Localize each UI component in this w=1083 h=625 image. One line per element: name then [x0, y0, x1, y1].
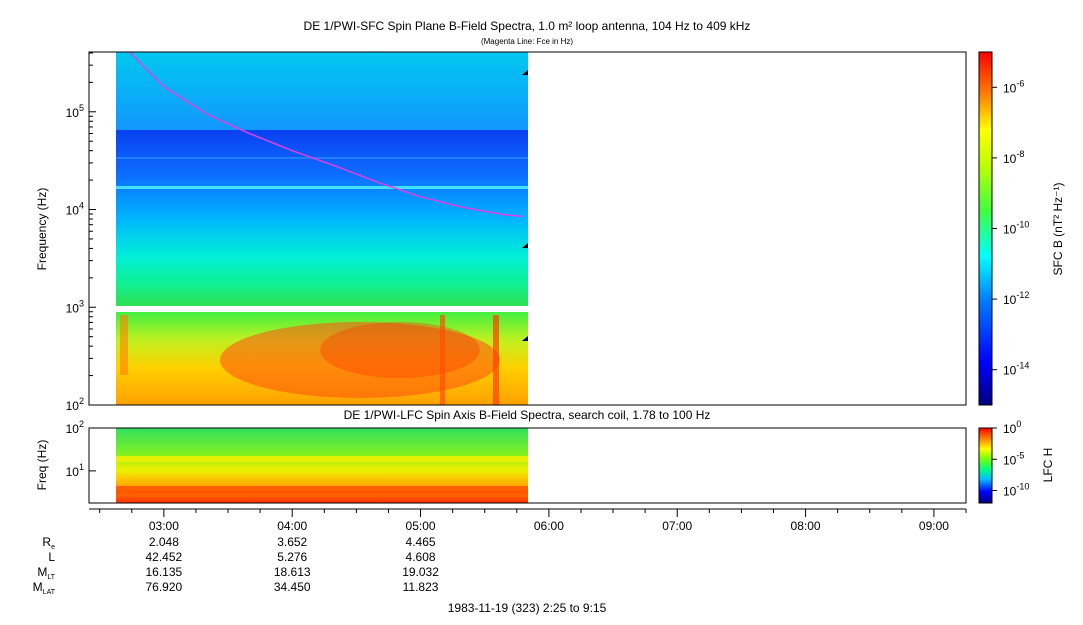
sfc-stripe [440, 315, 445, 405]
upper-panel-subtitle: (Magenta Line: Fce in Hz) [481, 37, 573, 46]
ephemeris-value: 18.613 [274, 565, 311, 579]
lower-spectrogram [88, 427, 967, 504]
upper-plot-frame [88, 51, 967, 406]
upper-y-tick-label: 104 [66, 201, 84, 218]
sfc-mid-band [116, 130, 528, 306]
ephemeris-value: 11.823 [403, 580, 439, 594]
lower-colorbar-label: LFC H [1041, 448, 1055, 483]
ephemeris-value: 16.135 [146, 565, 183, 579]
ephemeris-row-label: Re [42, 535, 55, 551]
upper-colorbar-tick-label: 10-12 [1003, 290, 1029, 307]
time-tick-label: 04:00 [277, 519, 307, 533]
lfc-band [116, 486, 528, 494]
time-axis: 03:00 04:00 05:00 06:00 07:00 08:00 09:00 [89, 508, 967, 533]
ephemeris-table: Re 2.048 3.652 4.465 L 42.452 5.276 4.608 MLT 16.… [33, 535, 440, 596]
upper-y-tick-label: 103 [66, 298, 84, 315]
upper-y-axis: 102 103 104 105 [66, 52, 96, 413]
ephemeris-value: 3.652 [277, 535, 307, 549]
time-tick-label: 05:00 [406, 519, 436, 533]
upper-colorbar-tick-label: 10-8 [1003, 149, 1024, 166]
ephemeris-row-label: L [48, 550, 55, 564]
sfc-intense-region [320, 322, 480, 378]
lfc-band [116, 468, 528, 473]
marker-triangle [522, 70, 528, 75]
lower-plot-frame [88, 427, 967, 504]
time-tick-label: 06:00 [534, 519, 564, 533]
lower-colorbar-tick-label: 100 [1003, 419, 1021, 436]
ephemeris-value: 42.452 [146, 550, 183, 564]
sfc-gap [116, 306, 528, 312]
time-tick-label: 08:00 [791, 519, 821, 533]
lower-y-label: Freq (Hz) [35, 440, 49, 491]
upper-colorbar-tick-label: 10-6 [1003, 78, 1024, 95]
lower-y-tick-label: 102 [66, 419, 84, 436]
lower-colorbar-tick-label: 10-5 [1003, 450, 1024, 467]
ephemeris-row-label: MLAT [33, 580, 56, 596]
date-label: 1983-11-19 (323) 2:25 to 9:15 [448, 601, 607, 615]
sfc-intense-region [220, 322, 500, 398]
ephemeris-value: 4.465 [406, 535, 436, 549]
time-tick-label: 07:00 [662, 519, 692, 533]
marker-triangle [522, 243, 528, 248]
sfc-stripe [493, 315, 499, 405]
lower-colorbar [978, 427, 993, 504]
ephemeris-value: 5.276 [277, 550, 307, 564]
upper-colorbar-tick-label: 10-14 [1003, 361, 1029, 378]
lfc-band [116, 456, 528, 462]
ephemeris-value: 34.450 [274, 580, 311, 594]
fce-magenta-line [129, 51, 524, 218]
sfc-band-line [116, 157, 528, 159]
upper-colorbar-tick-label: 10-10 [1003, 220, 1029, 237]
lower-y-axis: 101 102 [66, 419, 96, 479]
lower-colorbar-ticks: 100 10-5 10-10 [992, 419, 1029, 499]
time-tick-label: 03:00 [149, 519, 179, 533]
lfc-colorbar-gradient [978, 427, 993, 504]
upper-y-tick-label: 105 [66, 103, 84, 120]
upper-colorbar-ticks: 10-6 10-8 10-10 10-12 10-14 [992, 78, 1029, 378]
lower-panel-title: DE 1/PWI-LFC Spin Axis B-Field Spectra, … [344, 408, 711, 422]
marker-triangle [522, 336, 528, 341]
upper-colorbar [978, 51, 993, 406]
ephemeris-row-label: MLT [37, 565, 55, 581]
ephemeris-value: 19.032 [402, 565, 439, 579]
sfc-colorbar-gradient [978, 51, 993, 406]
ephemeris-value: 2.048 [149, 535, 179, 549]
ephemeris-value: 4.608 [406, 550, 436, 564]
upper-y-label: Frequency (Hz) [35, 188, 49, 271]
upper-panel-title: DE 1/PWI-SFC Spin Plane B-Field Spectra,… [304, 19, 751, 33]
lower-colorbar-tick-label: 10-10 [1003, 482, 1029, 499]
upper-y-tick-label: 102 [66, 396, 84, 413]
sfc-stripe [120, 315, 128, 375]
lower-y-tick-label: 101 [66, 462, 84, 479]
ephemeris-value: 76.920 [146, 580, 183, 594]
upper-spectrogram [88, 51, 967, 406]
upper-colorbar-label: SFC B (nT² Hz⁻¹) [1051, 183, 1065, 276]
time-tick-label: 09:00 [919, 519, 949, 533]
sfc-band-line [116, 186, 528, 189]
